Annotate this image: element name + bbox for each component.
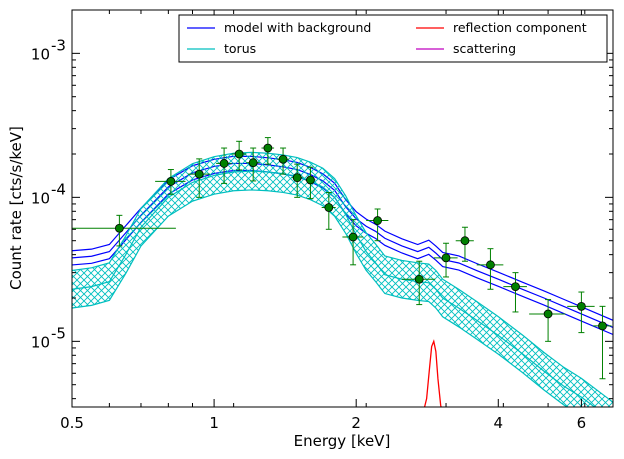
series-layer xyxy=(72,137,613,407)
data-marker xyxy=(441,253,451,263)
data-point-5 xyxy=(246,147,260,182)
data-marker xyxy=(348,232,358,242)
data-point-0 xyxy=(72,214,176,247)
tick-layer: 0.5 1 2 4 610-510-410-3 xyxy=(31,9,613,432)
data-marker xyxy=(114,223,124,233)
plot-frame xyxy=(71,9,614,408)
x-tick-label-1: 1 xyxy=(209,414,219,432)
legend-label-scattering: scattering xyxy=(453,41,516,56)
data-point-18 xyxy=(529,299,566,342)
data-marker xyxy=(598,321,607,331)
reflection-component-line xyxy=(423,339,442,407)
y-tick-exponent-1: -4 xyxy=(51,180,66,198)
data-point-9 xyxy=(305,166,316,200)
data-marker xyxy=(486,260,495,270)
data-point-4 xyxy=(231,140,247,171)
legend-label-reflection: reflection component xyxy=(453,20,587,35)
data-point-16 xyxy=(476,248,504,290)
torus-upper-line xyxy=(72,151,613,403)
legend: model with background reflection compone… xyxy=(178,14,608,63)
data-point-8 xyxy=(291,163,303,198)
x-tick-label-2: 2 xyxy=(351,414,361,432)
data-marker xyxy=(306,175,315,185)
data-marker xyxy=(414,274,424,284)
data-point-14 xyxy=(433,242,458,278)
legend-label-model: model with background xyxy=(224,20,371,35)
data-point-12 xyxy=(366,208,389,242)
data-marker xyxy=(234,149,244,159)
data-marker xyxy=(263,143,273,153)
y-axis-label: Count rate [cts/s/keV] xyxy=(7,126,25,290)
data-point-20 xyxy=(593,305,612,380)
x-tick-label-4: 6 xyxy=(577,414,587,432)
data-marker xyxy=(543,309,553,319)
data-marker xyxy=(278,154,288,164)
x-axis-label: Energy [keV] xyxy=(294,432,391,450)
data-marker xyxy=(324,203,334,212)
data-marker xyxy=(576,301,586,311)
data-marker xyxy=(292,173,302,183)
torus-lower-line xyxy=(72,189,569,407)
data-point-15 xyxy=(455,226,474,262)
data-marker xyxy=(511,282,520,291)
y-tick-label-0: 10 xyxy=(31,333,50,351)
data-marker xyxy=(219,159,229,168)
torus-center-line xyxy=(72,170,596,407)
y-tick-label-2: 10 xyxy=(31,45,50,63)
x-tick-label-3: 4 xyxy=(494,414,504,432)
data-marker xyxy=(460,236,470,246)
data-point-1 xyxy=(155,169,186,195)
data-marker xyxy=(194,169,204,179)
data-point-19 xyxy=(567,291,595,334)
data-point-3 xyxy=(216,147,232,184)
torus-band-fill xyxy=(72,152,613,407)
x-tick-label-0: 0.5 xyxy=(60,414,84,432)
data-point-17 xyxy=(503,272,527,313)
data-marker xyxy=(248,158,258,168)
y-tick-exponent-2: -3 xyxy=(51,36,66,54)
data-marker xyxy=(166,177,176,186)
legend-box xyxy=(178,14,608,63)
data-point-10 xyxy=(321,192,336,230)
data-point-2 xyxy=(187,158,210,198)
data-point-7 xyxy=(277,147,289,175)
data-point-6 xyxy=(261,137,275,165)
data-marker xyxy=(373,216,382,225)
data-point-13 xyxy=(401,260,436,306)
y-tick-label-1: 10 xyxy=(31,189,50,207)
data-point-11 xyxy=(342,219,364,266)
legend-label-torus: torus xyxy=(224,41,256,56)
y-tick-exponent-0: -5 xyxy=(51,324,66,342)
